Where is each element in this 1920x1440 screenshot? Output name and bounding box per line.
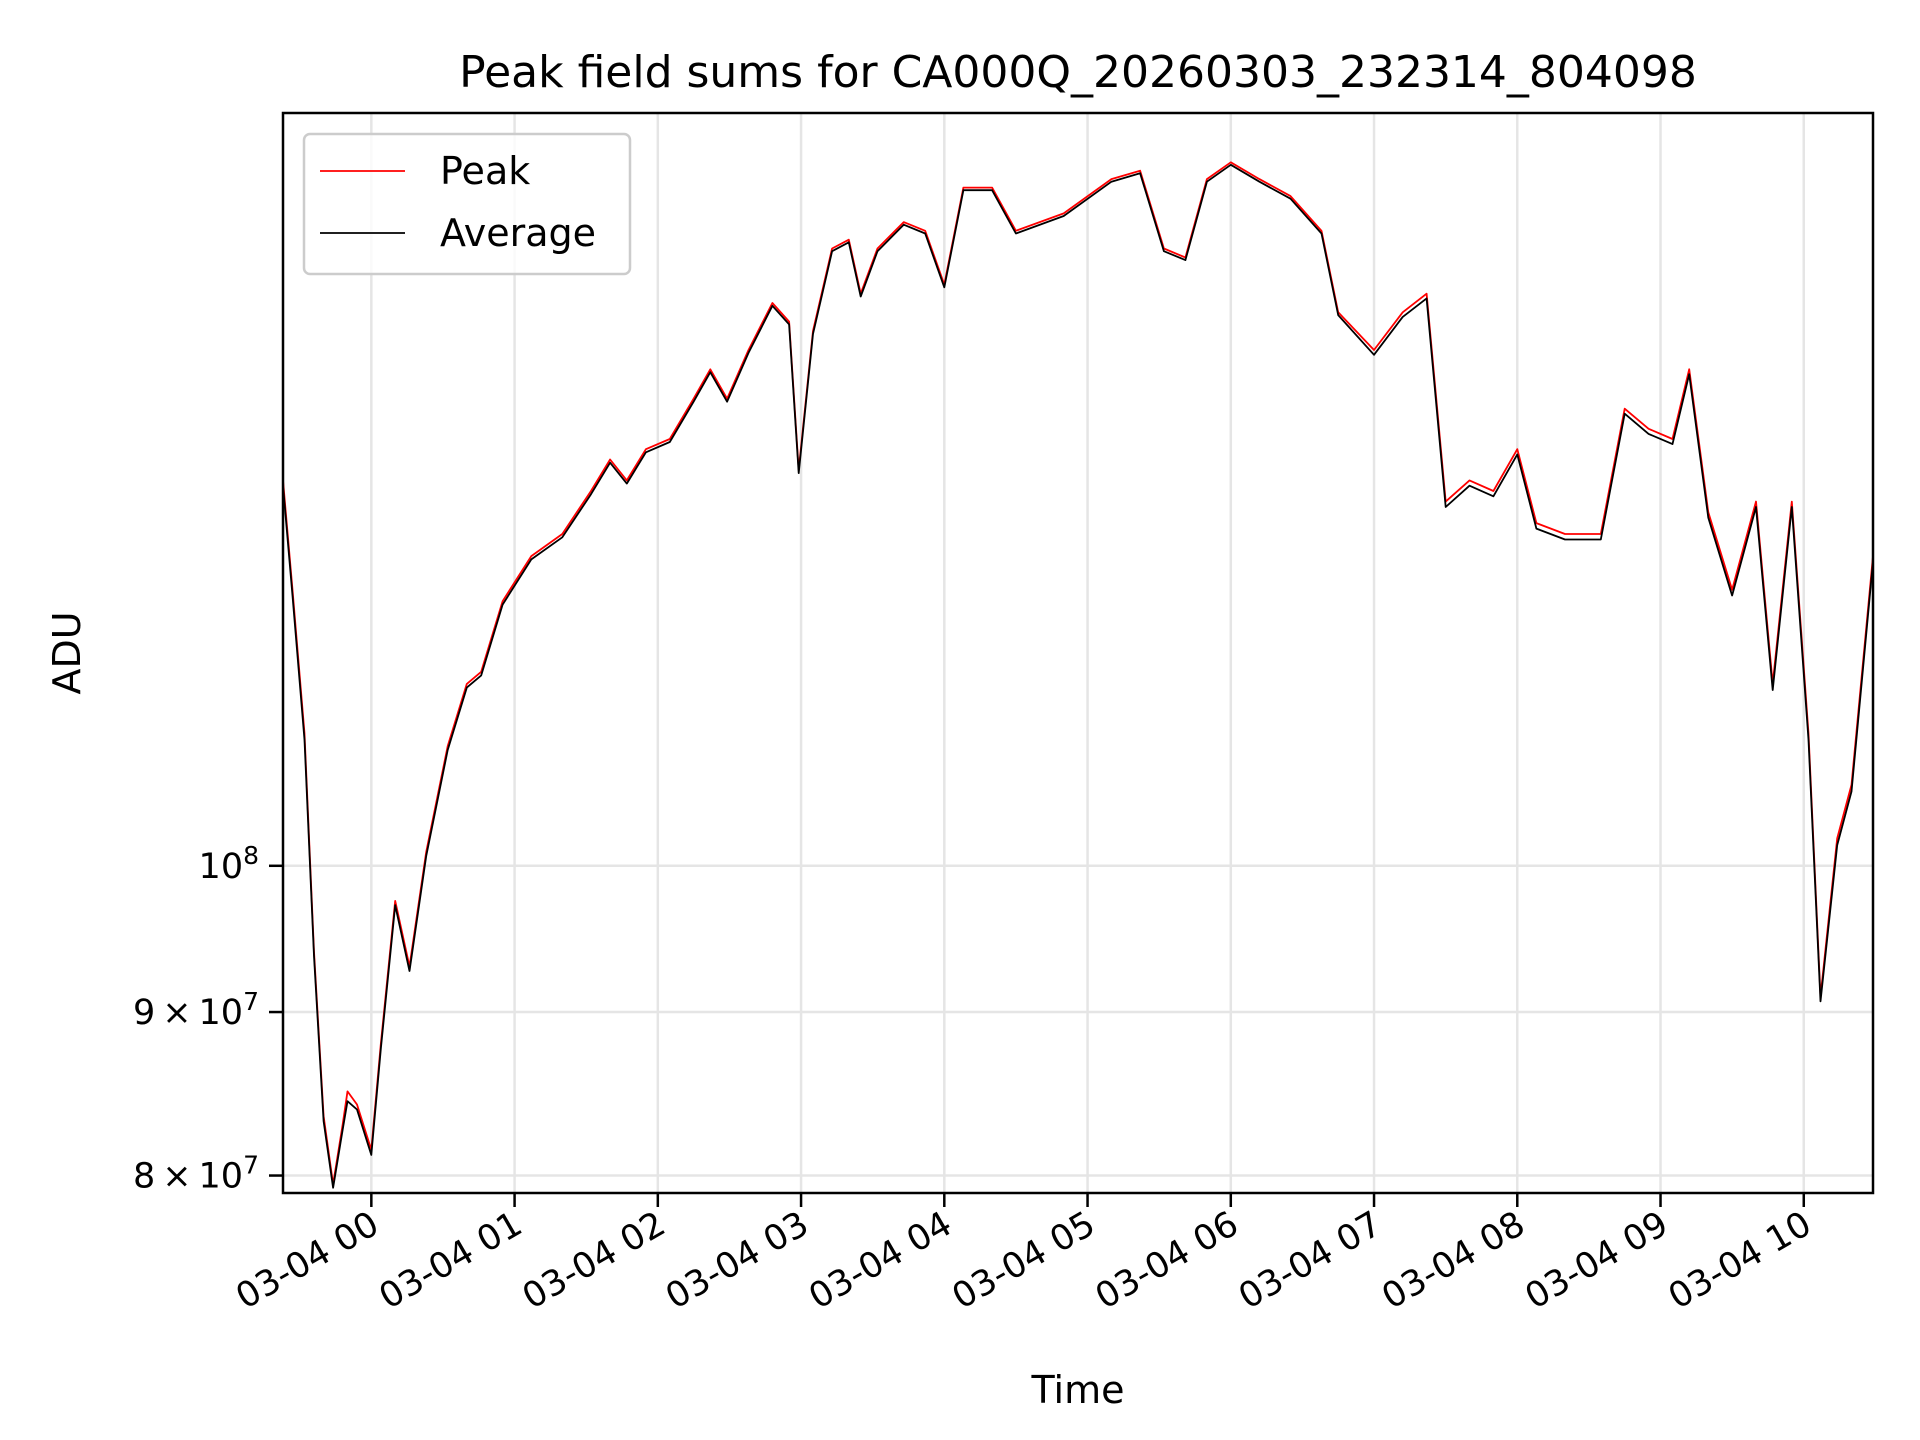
plot-frame bbox=[281, 111, 1875, 1195]
series-line-average bbox=[282, 163, 1874, 1189]
legend-label-average: Average bbox=[440, 211, 596, 255]
legend-label-peak: Peak bbox=[440, 149, 530, 193]
y-axis-label: ADU bbox=[45, 611, 89, 694]
series-group bbox=[282, 161, 1874, 1189]
y-tick-label: 9 × 107 bbox=[133, 987, 259, 1033]
y-tick-label: 8 × 107 bbox=[133, 1151, 259, 1197]
legend: Peak Average bbox=[302, 132, 632, 276]
y-tick-label: 108 bbox=[199, 841, 259, 887]
legend-box bbox=[302, 132, 632, 276]
chart-title: Peak field sums for CA000Q_20260303_2323… bbox=[459, 47, 1697, 98]
x-axis-label: Time bbox=[1031, 1368, 1125, 1412]
grid bbox=[283, 113, 1873, 1193]
y-axis: 8 × 107 9 × 107 108 bbox=[133, 841, 283, 1197]
